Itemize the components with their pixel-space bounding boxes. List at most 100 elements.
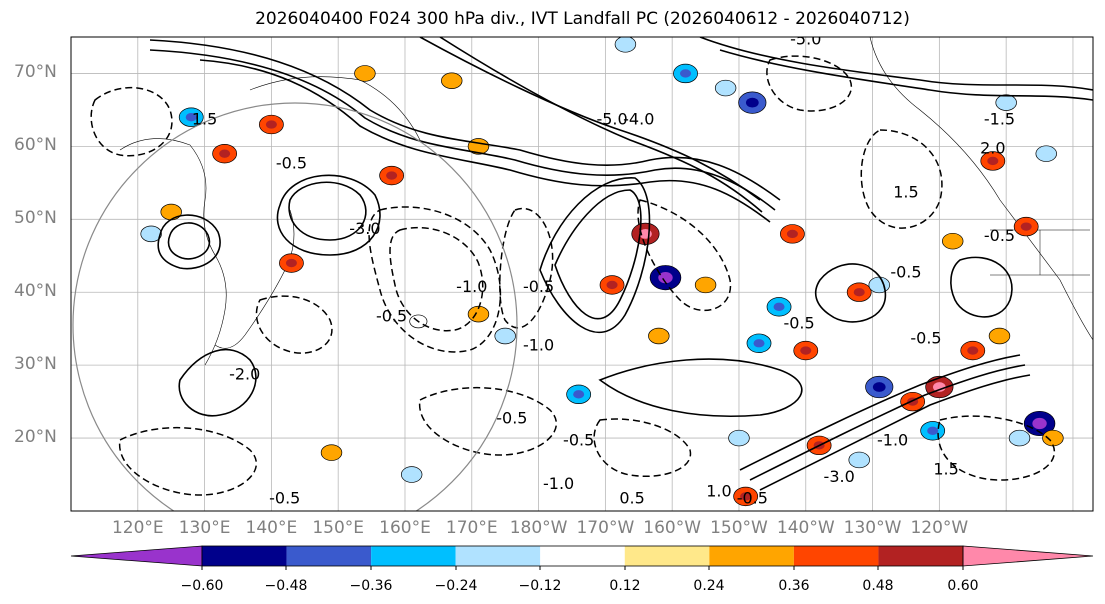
contour-label: 1.5 [192, 110, 217, 129]
colorbar-tick-label: −0.12 [518, 578, 562, 594]
divergence-patch [441, 72, 463, 89]
colorbar-bin [371, 546, 456, 566]
divergence-patch-core [987, 156, 999, 166]
colorbar-tick-label: 0.24 [693, 578, 725, 594]
lon-label: 140°E [245, 518, 298, 538]
contour-label: -0.5 [523, 277, 554, 296]
lon-label: 180°W [509, 518, 568, 538]
colorbar-tick-label: 0.36 [778, 578, 810, 594]
contour-label: -0.5 [737, 489, 768, 508]
divergence-patch-core [265, 120, 277, 129]
lat-label: 60°N [14, 135, 57, 156]
divergence-patch [494, 327, 516, 345]
lon-label: 120°W [910, 518, 969, 538]
divergence-patch-core [680, 69, 692, 78]
lon-label: 150°E [312, 518, 365, 538]
colorbar-tick-label: 0.12 [609, 578, 641, 594]
divergence-patch-core [786, 229, 798, 239]
divergence-patch [728, 429, 750, 447]
lon-label: 160°W [643, 518, 702, 538]
contour-label: 1.0 [706, 481, 731, 500]
divergence-patch [868, 276, 890, 294]
contour-labels: -0.5 -3.0 -0.5 -1.0 -0.5 -1.0 -2.0 -0.5 -0.5 -1.0… [192, 29, 1015, 508]
colorbar-extend-min [70, 545, 203, 567]
colorbar-tick-label: −0.60 [180, 578, 224, 594]
colorbar-bin [624, 546, 710, 566]
colorbar [70, 545, 1094, 570]
contour-label: -0.5 [563, 430, 594, 449]
divergence-patch [694, 276, 717, 294]
divergence-patch-core [745, 97, 759, 108]
contour-label: -5.0 [596, 110, 627, 129]
divergence-patch [1035, 145, 1057, 162]
divergence-patch-core [773, 302, 785, 311]
contour-label: -1.0 [456, 277, 487, 296]
colorbar-extend-max [962, 545, 1094, 567]
divergence-patch-core [927, 426, 939, 435]
colorbar-bin [793, 546, 879, 566]
divergence-patch-core [185, 113, 197, 122]
divergence-patch-core [219, 149, 231, 158]
coastlines [119, 37, 1093, 366]
lat-label: 50°N [14, 208, 57, 229]
divergence-patch [714, 79, 737, 97]
divergence-patch-core [606, 280, 618, 290]
divergence-patch-core [753, 339, 765, 348]
contour-label: -1.0 [877, 430, 908, 449]
colorbar-tick-label: −0.24 [434, 578, 478, 594]
colorbar-bin [878, 546, 963, 566]
divergence-patch [140, 225, 162, 243]
lon-label: 170°W [576, 518, 635, 538]
divergence-patch [995, 94, 1017, 111]
lat-label: 30°N [14, 354, 57, 375]
divergence-patch-core [1020, 222, 1032, 231]
colorbar-tick-label: 0.60 [947, 578, 979, 594]
landfall-pc-circle [72, 102, 518, 511]
contour-label: -3.0 [349, 219, 380, 238]
divergence-patch-core [658, 272, 673, 284]
ivt-contours [149, 37, 1093, 491]
contour-label: -3.0 [824, 467, 855, 486]
contour-label: 0.5 [619, 489, 644, 508]
contour-label: -0.5 [890, 263, 921, 282]
contour-label: -1.0 [543, 474, 574, 493]
contour-label: -5.0 [790, 29, 821, 48]
lon-label: 170°E [445, 518, 498, 538]
colorbar-tick-label: −0.48 [264, 578, 308, 594]
divergence-patch [354, 65, 376, 82]
lat-label: 40°N [14, 281, 57, 302]
contour-label: -2.0 [229, 365, 260, 384]
colorbar-bin [202, 546, 287, 566]
divergence-patch [1008, 429, 1031, 447]
lon-label: 130°W [843, 518, 902, 538]
colorbar-frame [201, 545, 964, 567]
contour-label: -1.5 [984, 110, 1015, 129]
colorbar-tick-label: −0.36 [349, 578, 393, 594]
contour-label: 1.5 [933, 460, 958, 479]
lon-label: 130°E [178, 518, 231, 538]
lat-label: 70°N [14, 62, 57, 83]
divergence-patch-core [800, 346, 812, 355]
divergence-patch [648, 327, 670, 345]
divergence-patch [848, 451, 870, 469]
divergence-contours [90, 55, 1056, 496]
lon-label: 120°E [111, 518, 164, 538]
divergence-patch-core [573, 390, 585, 399]
divergence-patch [320, 444, 343, 461]
divergence-patch-core [872, 382, 886, 392]
colorbar-bin [540, 546, 625, 566]
contour-label: -0.5 [910, 328, 941, 347]
map-frame [70, 36, 1094, 512]
divergence-patch [400, 466, 423, 483]
contour-label: 1.5 [893, 182, 918, 201]
contour-label: -0.5 [496, 408, 527, 427]
contour-label: 2.0 [980, 139, 1005, 158]
divergence-patch-core [285, 258, 297, 268]
divergence-patch-core [967, 346, 979, 355]
map-title: 2026040400 F024 300 hPa div., IVT Landfa… [255, 9, 910, 29]
colorbar-bin [286, 546, 372, 566]
lat-label: 20°N [14, 427, 57, 448]
contour-label: -0.5 [376, 306, 407, 325]
divergence-patch [988, 327, 1011, 345]
